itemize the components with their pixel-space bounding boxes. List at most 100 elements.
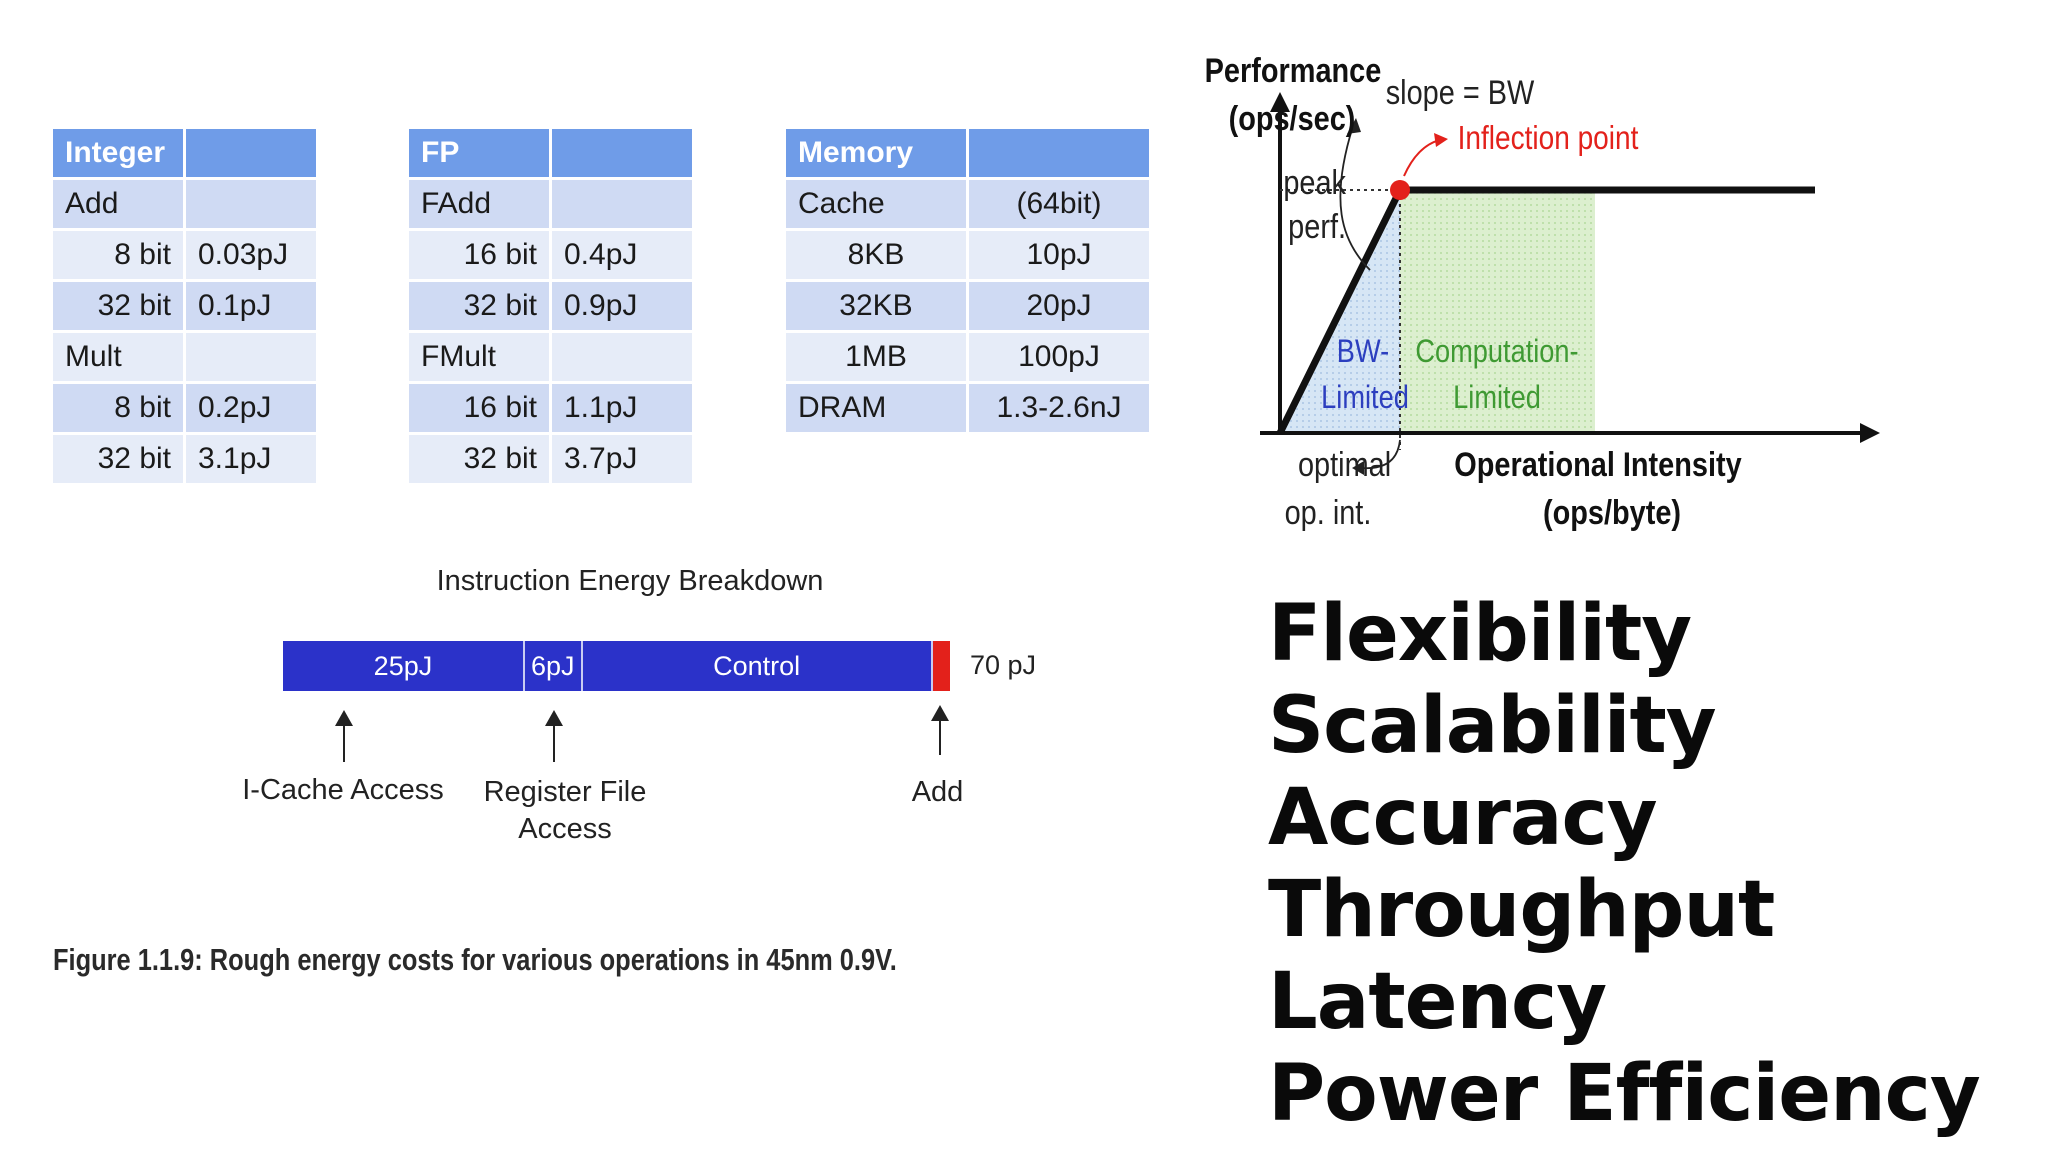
table-cell bbox=[552, 180, 692, 228]
table-cell: 32 bit bbox=[53, 435, 183, 483]
integer-energy-table: Integer Add 8 bit 0.03pJ 32 bit 0.1pJ Mult… bbox=[50, 126, 319, 486]
metric-accuracy: Accuracy bbox=[1268, 773, 1658, 863]
table-cell: 1MB bbox=[786, 333, 966, 381]
table-row: 16 bit 0.4pJ bbox=[409, 231, 692, 279]
table-header-cell: FP bbox=[409, 129, 549, 177]
inflection-point-label: Inflection point bbox=[1458, 120, 1639, 157]
x-axis-label-line1: Operational Intensity bbox=[1454, 445, 1742, 484]
table-header-cell bbox=[552, 129, 692, 177]
optimal-label-line1: optimal bbox=[1298, 445, 1391, 484]
table-cell: Mult bbox=[53, 333, 183, 381]
figure-caption: Figure 1.1.9: Rough energy costs for var… bbox=[53, 942, 897, 977]
table-cell: 16 bit bbox=[409, 384, 549, 432]
inflection-pointer-arrow-icon bbox=[1434, 133, 1448, 147]
table-cell: 16 bit bbox=[409, 231, 549, 279]
table-cell: 1.1pJ bbox=[552, 384, 692, 432]
table-cell: Cache bbox=[786, 180, 966, 228]
table-row: 32 bit 0.9pJ bbox=[409, 282, 692, 330]
table-cell: 32KB bbox=[786, 282, 966, 330]
computation-limited-region bbox=[1400, 190, 1595, 433]
table-cell: FAdd bbox=[409, 180, 549, 228]
metric-throughput: Throughput bbox=[1268, 865, 1775, 955]
metric-power-efficiency: Power Efficiency bbox=[1268, 1049, 1981, 1139]
bw-limited-label-line2: Limited bbox=[1321, 380, 1409, 416]
table-cell: 0.1pJ bbox=[186, 282, 316, 330]
table-row: FAdd bbox=[409, 180, 692, 228]
table-cell bbox=[552, 333, 692, 381]
add-label: Add bbox=[911, 776, 964, 808]
optimal-pointer-arrow bbox=[1359, 439, 1401, 470]
register-file-segment: 6pJ bbox=[522, 641, 581, 691]
table-cell bbox=[186, 180, 316, 228]
energy-breakdown-bar: 25pJ 6pJ Control bbox=[283, 641, 950, 691]
peak-label-line1: peak bbox=[1283, 163, 1346, 202]
table-cell: 32 bit bbox=[409, 435, 549, 483]
table-row: 1MB 100pJ bbox=[786, 333, 1149, 381]
table-row: Add bbox=[53, 180, 316, 228]
breakdown-title: Instruction Energy Breakdown bbox=[436, 565, 824, 597]
table-row: 16 bit 1.1pJ bbox=[409, 384, 692, 432]
table-row: Mult bbox=[53, 333, 316, 381]
table-row: 8KB 10pJ bbox=[786, 231, 1149, 279]
table-cell bbox=[186, 333, 316, 381]
table-row: 8 bit 0.03pJ bbox=[53, 231, 316, 279]
slope-label: slope = BW bbox=[1386, 73, 1535, 112]
slope-pointer-arrow bbox=[1339, 125, 1371, 271]
table-header-row: Memory bbox=[786, 129, 1149, 177]
table-cell: 8 bit bbox=[53, 384, 183, 432]
table-cell: FMult bbox=[409, 333, 549, 381]
table-row: 32 bit 3.1pJ bbox=[53, 435, 316, 483]
table-header-cell: Integer bbox=[53, 129, 183, 177]
register-file-label-line1: Register File bbox=[483, 776, 647, 808]
table-cell: 10pJ bbox=[969, 231, 1149, 279]
table-cell: 0.9pJ bbox=[552, 282, 692, 330]
control-segment: Control bbox=[580, 641, 931, 691]
table-cell: 32 bit bbox=[53, 282, 183, 330]
metric-latency: Latency bbox=[1268, 957, 1607, 1047]
add-arrow-icon bbox=[931, 705, 949, 755]
table-row: 32 bit 0.1pJ bbox=[53, 282, 316, 330]
table-row: DRAM 1.3-2.6nJ bbox=[786, 384, 1149, 432]
optimal-pointer-arrow-icon bbox=[1352, 461, 1364, 475]
table-row: 32 bit 3.7pJ bbox=[409, 435, 692, 483]
table-header-row: FP bbox=[409, 129, 692, 177]
computation-limited-label-line1: Computation- bbox=[1415, 334, 1578, 370]
y-axis-arrow-icon bbox=[1270, 92, 1290, 112]
table-cell: 8KB bbox=[786, 231, 966, 279]
table-cell: 0.2pJ bbox=[186, 384, 316, 432]
table-row: 8 bit 0.2pJ bbox=[53, 384, 316, 432]
breakdown-total-label: 70 pJ bbox=[970, 650, 1037, 680]
optimal-label-line2: op. int. bbox=[1285, 493, 1372, 532]
table-cell: (64bit) bbox=[969, 180, 1149, 228]
y-axis-label-line1: Performance bbox=[1205, 51, 1382, 90]
register-file-label-line2: Access bbox=[518, 813, 612, 845]
inflection-point-marker bbox=[1390, 180, 1410, 200]
memory-energy-table: Memory Cache (64bit) 8KB 10pJ 32KB 20pJ 1MB… bbox=[783, 126, 1152, 435]
computation-limited-label-line2: Limited bbox=[1453, 380, 1541, 416]
metric-scalability: Scalability bbox=[1268, 681, 1717, 771]
add-segment bbox=[930, 641, 950, 691]
register-file-arrow-icon bbox=[545, 710, 563, 762]
metrics-list: Flexibility Scalability Accuracy Through… bbox=[1268, 588, 1981, 1140]
table-cell: 20pJ bbox=[969, 282, 1149, 330]
table-cell: 3.7pJ bbox=[552, 435, 692, 483]
table-header-cell bbox=[186, 129, 316, 177]
table-row: Cache (64bit) bbox=[786, 180, 1149, 228]
icache-segment: 25pJ bbox=[283, 641, 523, 691]
x-axis-arrow-icon bbox=[1860, 423, 1880, 443]
slope-pointer-arrow-icon bbox=[1347, 118, 1361, 134]
icache-access-label: I-Cache Access bbox=[242, 774, 444, 806]
icache-arrow-icon bbox=[335, 710, 353, 762]
table-cell: 3.1pJ bbox=[186, 435, 316, 483]
bw-limited-label-line1: BW- bbox=[1337, 334, 1389, 370]
table-cell: Add bbox=[53, 180, 183, 228]
x-axis-label-line2: (ops/byte) bbox=[1543, 493, 1681, 532]
table-cell: 0.03pJ bbox=[186, 231, 316, 279]
peak-label-line2: perf. bbox=[1288, 207, 1346, 246]
y-axis-label-line2: (ops/sec) bbox=[1229, 99, 1356, 138]
table-header-cell bbox=[969, 129, 1149, 177]
table-header-row: Integer bbox=[53, 129, 316, 177]
table-cell: 8 bit bbox=[53, 231, 183, 279]
table-cell: 32 bit bbox=[409, 282, 549, 330]
table-row: FMult bbox=[409, 333, 692, 381]
